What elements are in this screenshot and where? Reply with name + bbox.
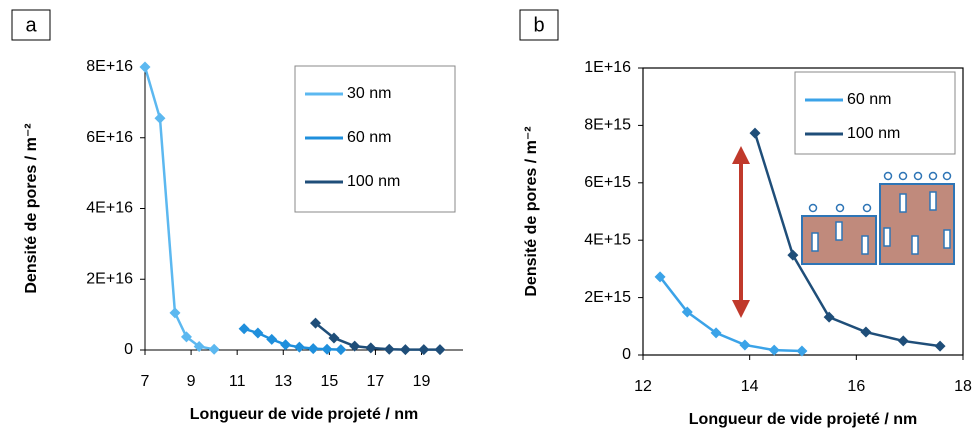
series-line xyxy=(659,276,802,353)
data-point xyxy=(252,327,264,339)
y-tick-label: 0 xyxy=(124,341,133,358)
panel-label-box xyxy=(11,9,51,41)
y-axis-title: Densité de pores / m⁻² xyxy=(23,123,40,293)
arrow-head xyxy=(732,146,750,164)
plot-area xyxy=(139,61,446,356)
y-tick-label: 1E+16 xyxy=(584,59,631,76)
panel-label: b xyxy=(533,14,544,36)
data-point xyxy=(418,344,430,356)
legend-label: 60 nm xyxy=(847,91,891,108)
series-line xyxy=(753,132,941,348)
data-point xyxy=(349,340,361,352)
arrow-head xyxy=(732,300,750,318)
panel: a 0 2E+16 4E+16 6E+16 8E+16 7 9 11 13 15 17 19 Longue… xyxy=(11,9,463,423)
data-point xyxy=(335,344,347,356)
data-point xyxy=(823,311,835,323)
data-point xyxy=(280,339,292,351)
y-axis-title: Densité de pores / m⁻² xyxy=(523,126,540,296)
data-point xyxy=(266,333,278,345)
legend-label: 30 nm xyxy=(347,85,391,102)
x-tick-label: 12 xyxy=(634,378,652,395)
x-tick-label: 18 xyxy=(954,378,972,395)
data-point xyxy=(328,332,340,344)
y-tick-label: 6E+15 xyxy=(584,174,631,191)
x-tick-label: 13 xyxy=(274,373,292,390)
voids xyxy=(808,171,952,255)
data-point xyxy=(860,326,872,338)
legend-label: 100 nm xyxy=(347,173,400,190)
data-point xyxy=(321,343,333,355)
data-point xyxy=(365,342,377,354)
x-axis-title: Longueur de vide projeté / nm xyxy=(190,406,418,423)
panel: b 0 2E+15 4E+15 6E+15 8E+15 1E+16 12 14 16 18 Longu… xyxy=(519,9,972,428)
data-point xyxy=(180,331,192,343)
x-tick-label: 11 xyxy=(229,373,246,390)
data-point xyxy=(293,341,305,353)
x-axis-title: Longueur de vide projeté / nm xyxy=(689,411,917,428)
data-point xyxy=(787,249,799,261)
data-point xyxy=(739,339,751,351)
x-tick-label: 7 xyxy=(141,373,150,390)
data-point xyxy=(169,307,181,319)
plot-area xyxy=(654,127,946,357)
data-point xyxy=(749,127,761,139)
data-point xyxy=(796,345,808,357)
x-tick-label: 16 xyxy=(847,378,865,395)
data-point xyxy=(434,344,446,356)
y-tick-label: 8E+16 xyxy=(86,58,133,75)
y-tick-label: 0 xyxy=(622,346,631,363)
legend-label: 60 nm xyxy=(347,129,391,146)
y-tick-label: 6E+16 xyxy=(86,129,133,146)
y-tick-label: 8E+15 xyxy=(584,117,631,134)
y-tick-label: 4E+15 xyxy=(584,231,631,248)
data-point xyxy=(399,344,411,356)
illustration xyxy=(732,146,955,318)
data-point xyxy=(768,344,780,356)
x-tick-label: 9 xyxy=(187,373,196,390)
data-point xyxy=(681,306,693,318)
data-point xyxy=(154,112,166,124)
y-tick-label: 4E+16 xyxy=(86,200,133,217)
series-line xyxy=(143,66,215,351)
y-tick-label: 2E+16 xyxy=(86,270,133,287)
data-point xyxy=(383,343,395,355)
panel-label-box xyxy=(519,9,559,41)
data-point xyxy=(208,343,220,355)
data-point xyxy=(307,343,319,355)
data-point xyxy=(897,335,909,347)
y-tick-label: 2E+15 xyxy=(584,289,631,306)
data-point xyxy=(654,271,666,283)
data-point xyxy=(238,323,250,335)
data-point xyxy=(310,317,322,329)
data-point xyxy=(139,61,151,73)
data-point xyxy=(193,340,205,352)
data-point xyxy=(710,327,722,339)
legend-box xyxy=(794,71,956,155)
x-tick-label: 15 xyxy=(320,373,338,390)
x-tick-label: 17 xyxy=(367,373,385,390)
data-point xyxy=(934,340,946,352)
legend-label: 100 nm xyxy=(847,125,900,142)
panel-label: a xyxy=(25,14,37,36)
x-tick-label: 14 xyxy=(741,378,759,395)
x-tick-label: 19 xyxy=(413,373,431,390)
